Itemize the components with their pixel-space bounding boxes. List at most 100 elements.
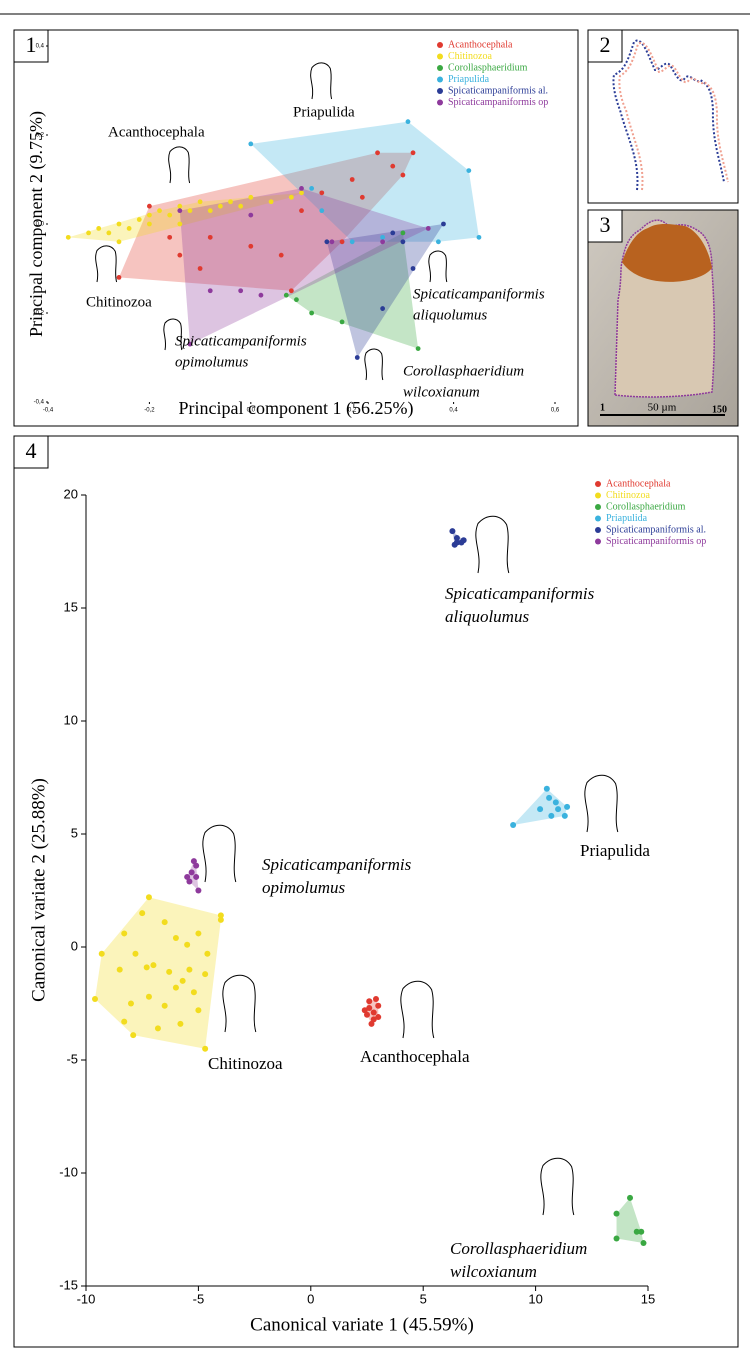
x-tick-label: 0,2 — [348, 408, 357, 414]
point — [177, 203, 183, 209]
point — [186, 966, 193, 973]
point — [145, 993, 152, 1000]
point — [154, 1025, 161, 1032]
outline-blue — [612, 39, 725, 191]
point — [145, 894, 152, 901]
point — [116, 275, 122, 280]
x-tick-label: -5 — [193, 1291, 205, 1306]
point — [380, 306, 386, 311]
x-tick-label: 0 — [307, 1291, 314, 1306]
annotation: opimolumus — [175, 354, 249, 370]
point — [354, 355, 360, 360]
outline-icon — [475, 515, 510, 574]
point — [415, 346, 421, 351]
point — [324, 239, 330, 245]
point — [116, 966, 123, 973]
annotation: aliquolumus — [445, 607, 529, 626]
point — [132, 950, 139, 957]
legend-label: Priapulida — [448, 74, 490, 85]
point — [390, 230, 396, 236]
point — [238, 203, 244, 209]
y-tick-label: -5 — [66, 1051, 78, 1066]
x-tick-label: 10 — [528, 1291, 542, 1306]
point — [217, 916, 224, 923]
annotation: Corollasphaeridium — [450, 1239, 587, 1258]
panel-label: 2 — [600, 32, 611, 57]
x-tick-label: -10 — [77, 1291, 96, 1306]
point — [359, 194, 365, 200]
point — [184, 873, 191, 880]
legend-marker — [437, 65, 443, 71]
outline-icon — [540, 1157, 575, 1216]
hull — [616, 1197, 644, 1244]
point — [106, 230, 112, 236]
outline-icon — [168, 146, 191, 184]
point — [187, 208, 193, 214]
point — [166, 968, 173, 975]
hull — [118, 152, 414, 291]
point — [147, 203, 152, 209]
point — [466, 168, 472, 174]
point — [366, 1005, 373, 1012]
point — [248, 212, 254, 218]
legend-marker — [437, 99, 443, 106]
point — [453, 534, 460, 541]
outline-icon — [163, 318, 183, 351]
point — [375, 1002, 382, 1009]
legend-marker — [595, 492, 601, 499]
point — [546, 794, 553, 801]
point — [370, 1009, 377, 1016]
hull — [179, 188, 429, 345]
panel-label-box — [587, 209, 623, 243]
legend-marker — [437, 53, 443, 60]
point — [283, 292, 289, 298]
point — [299, 208, 304, 214]
y-tick-label: -0,4 — [34, 400, 45, 406]
legend-marker — [595, 538, 601, 545]
outline-pink — [618, 41, 729, 191]
y-tick-label: -0,2 — [34, 311, 45, 317]
y-tick-label: 0,2 — [36, 133, 45, 139]
point — [613, 1235, 620, 1242]
point — [349, 239, 355, 245]
point — [195, 887, 202, 894]
legend-marker — [437, 88, 443, 94]
point — [238, 288, 244, 294]
point — [339, 319, 345, 325]
annotation: aliquolumus — [413, 307, 487, 323]
point — [157, 208, 162, 214]
point — [552, 799, 559, 806]
point — [130, 1032, 137, 1039]
annotation: Spicaticampaniformis — [262, 855, 412, 874]
annotation: Spicaticampaniformis — [413, 286, 545, 302]
panel-frame — [13, 435, 739, 1348]
legend-label: Chitinozoa — [606, 490, 650, 501]
point — [161, 1002, 168, 1009]
point — [375, 1014, 382, 1021]
annotation: Spicaticampaniformis — [445, 584, 595, 603]
point — [294, 297, 299, 303]
point — [453, 539, 460, 546]
point — [248, 243, 254, 249]
annotation: Acanthocephala — [108, 124, 205, 140]
panel-frame — [587, 29, 739, 204]
panel-frame — [13, 29, 579, 427]
point — [449, 528, 456, 535]
point — [561, 812, 568, 819]
hull — [68, 192, 302, 242]
point — [167, 212, 173, 218]
annotation: Chitinozoa — [86, 294, 152, 310]
point — [143, 964, 150, 971]
point — [349, 177, 355, 182]
legend-label: Corollasphaeridium — [606, 501, 686, 512]
x-tick-label: 0,4 — [449, 408, 458, 414]
point — [147, 221, 152, 227]
point — [204, 950, 211, 957]
annotation: Priapulida — [293, 104, 355, 120]
point — [197, 266, 203, 271]
legend-marker — [595, 515, 601, 522]
outline-icon — [222, 974, 257, 1033]
point — [510, 821, 517, 828]
annotation: Priapulida — [580, 841, 650, 860]
